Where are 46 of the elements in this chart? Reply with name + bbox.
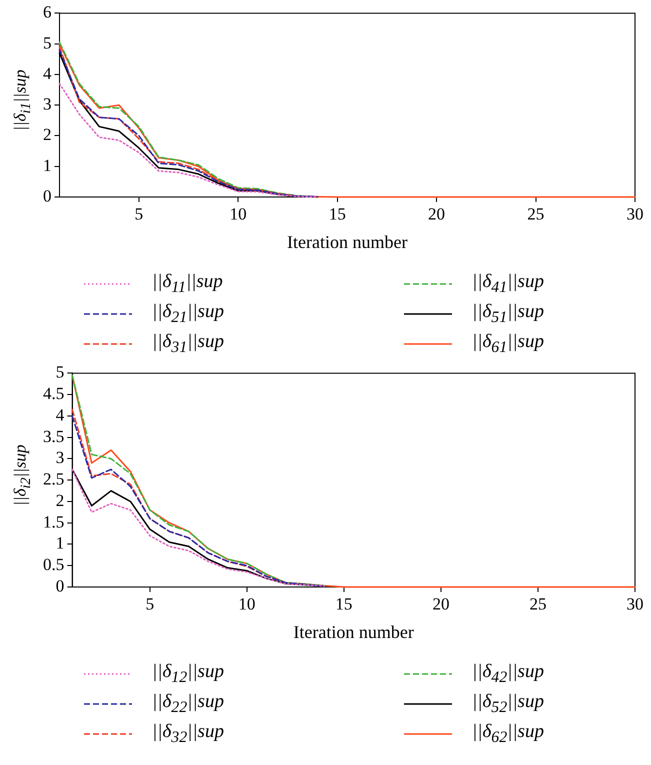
x-tick-label: 15 [328, 204, 346, 224]
legend-label: ||δ$_{32}$||sup [152, 721, 224, 747]
y-tick-label: 1.5 [43, 512, 64, 532]
y-tick-label: 0 [43, 186, 52, 206]
x-tick-label: 15 [335, 594, 352, 614]
y-tick-label: 5 [56, 362, 64, 382]
legend-label: ||δ$_{31}$||sup [152, 331, 224, 357]
x-tick-label: 20 [432, 594, 450, 614]
y-tick-label: 0.5 [43, 555, 64, 574]
line-series [72, 374, 326, 586]
x-tick-label: 10 [230, 204, 247, 224]
y-tick-label: 4.5 [43, 384, 64, 404]
x-axis-title: Iteration number [287, 232, 408, 252]
y-tick-label: 1 [43, 156, 52, 175]
y-tick-label: 3.5 [43, 426, 64, 446]
y-tick-label: 5 [43, 33, 52, 52]
legend-label: ||δ$_{22}$||sup [152, 691, 224, 717]
legend-label: ||δ$_{61}$||sup [472, 331, 544, 357]
legend-label: ||δ$_{52}$||sup [472, 691, 544, 717]
y-tick-label: 2.5 [43, 470, 64, 489]
x-tick-label: 20 [428, 204, 446, 224]
x-tick-label: 30 [626, 594, 644, 614]
y-tick-label: 1 [56, 534, 64, 553]
x-tick-label: 10 [238, 594, 256, 614]
x-tick-label: 5 [146, 594, 154, 614]
y-tick-label: 4 [56, 405, 65, 424]
y-tick-label: 3 [56, 448, 64, 468]
x-tick-label: 25 [529, 594, 546, 614]
y-tick-label: 6 [43, 2, 52, 22]
legend-label: ||δ$_{21}$||sup [152, 301, 224, 327]
legend-label: ||δ$_{41}$||sup [472, 271, 544, 297]
x-axis-title: Iteration number [293, 622, 414, 642]
legend-label: ||δ$_{11}$||sup [152, 271, 223, 297]
x-tick-label: 30 [626, 204, 644, 224]
x-tick-label: 25 [527, 204, 544, 224]
y-tick-label: 0 [56, 576, 64, 596]
y-tick-label: 2 [56, 490, 64, 510]
line-series [58, 82, 318, 198]
y-tick-label: 2 [43, 125, 52, 144]
y-tick-label: 4 [43, 64, 52, 83]
legend-label: ||δ$_{62}$||sup [472, 721, 544, 747]
y-tick-label: 3 [43, 94, 52, 114]
legend-label: ||δ$_{51}$||sup [472, 301, 544, 327]
x-tick-label: 5 [134, 204, 144, 224]
legend-label: ||δ$_{12}$||sup [152, 661, 224, 687]
legend-label: ||δ$_{42}$||sup [472, 661, 544, 687]
